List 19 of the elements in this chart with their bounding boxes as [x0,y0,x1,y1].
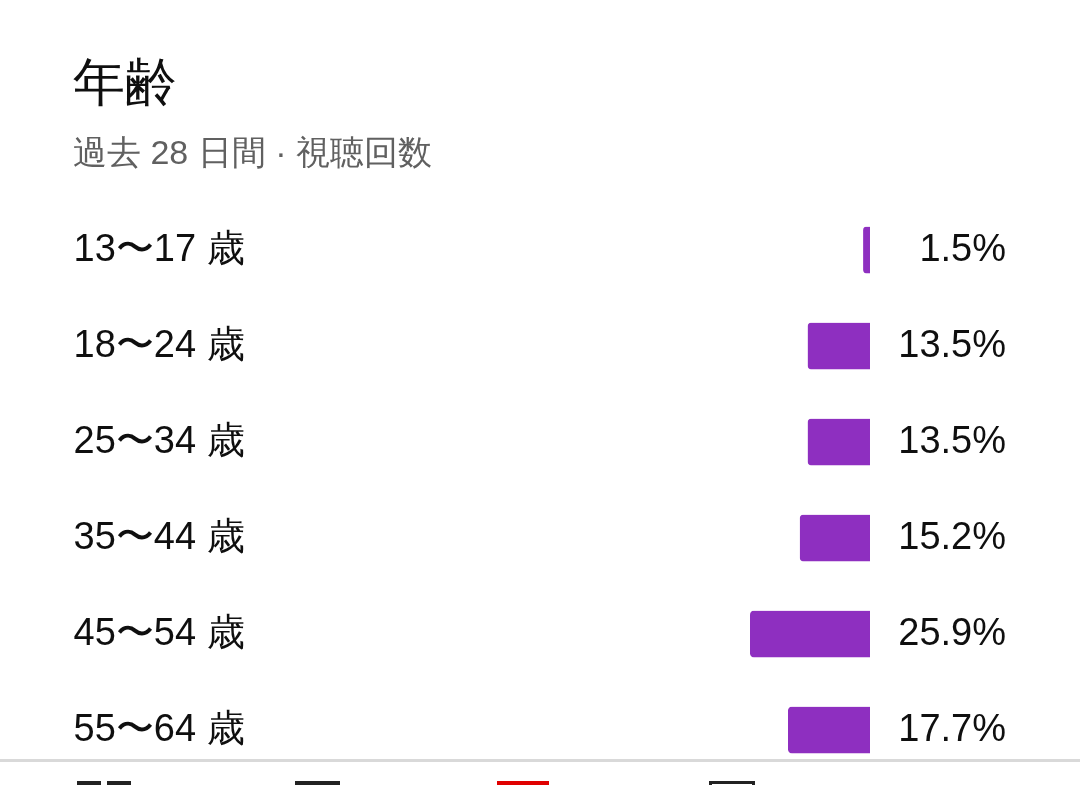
y-tick-label: 13〜17 歳 [73,227,245,269]
data-label: 1.5% [919,227,1006,269]
text: 過去 28 日間 · 視聴回数 [73,133,432,171]
data-label: 17.7% [898,707,1006,749]
text: 年齢 [73,53,177,111]
y-tick-label: 55〜64 歳 [73,707,245,749]
bar [799,514,870,562]
y-tick-label: 45〜54 歳 [73,611,245,653]
bar [807,322,870,370]
data-label: 13.5% [898,419,1006,461]
y-tick-label: 25〜34 歳 [73,419,245,461]
data-label: 15.2% [898,515,1006,557]
bar [807,418,870,466]
y-tick-label: 18〜24 歳 [73,323,245,365]
bar [750,610,870,658]
data-label: 25.9% [898,611,1006,653]
bar [787,706,870,754]
data-label: 13.5% [898,323,1006,365]
y-tick-label: 35〜44 歳 [73,515,245,557]
